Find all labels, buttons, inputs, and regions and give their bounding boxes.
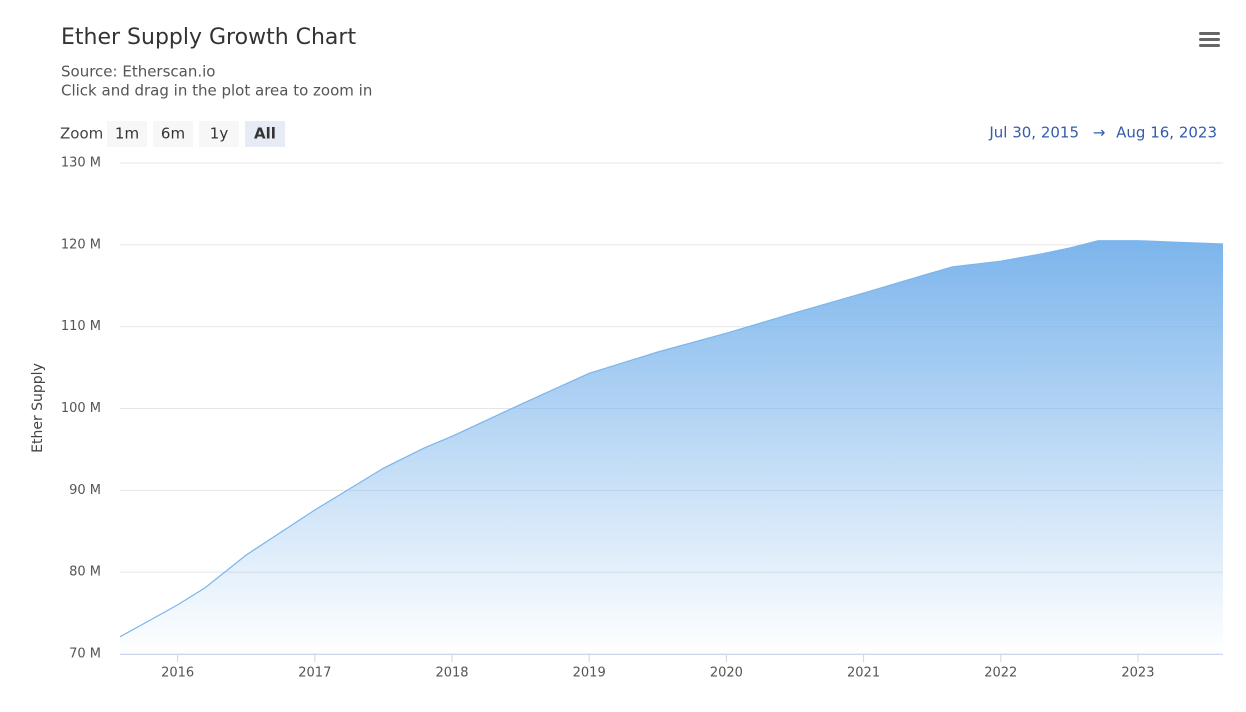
x-tick-label: 2023 — [1121, 666, 1154, 681]
zoom-button-bg — [199, 121, 239, 147]
zoom-button[interactable]: All — [245, 121, 285, 147]
menu-bar — [1199, 32, 1220, 35]
subtitle: Click and drag in the plot area to zoom … — [61, 82, 372, 100]
x-tick-label: 2016 — [161, 666, 194, 681]
x-tick-label: 2018 — [435, 666, 468, 681]
zoom-button-label: 1m — [115, 125, 139, 143]
chart-title: Ether Supply Growth Chart — [61, 25, 356, 50]
range-arrow: → — [1093, 124, 1106, 142]
y-tick-label: 100 M — [61, 401, 101, 416]
menu-bar — [1199, 38, 1220, 41]
zoom-button-bg — [245, 121, 285, 147]
x-tick-label: 2021 — [847, 666, 880, 681]
zoom-button[interactable]: 6m — [153, 121, 193, 147]
zoom-button-bg — [153, 121, 193, 147]
area-line — [119, 240, 1224, 638]
y-tick-label: 80 M — [69, 565, 101, 580]
y-tick-label: 70 M — [69, 647, 101, 662]
x-tick-label: 2017 — [298, 666, 331, 681]
range-from[interactable]: Jul 30, 2015 — [988, 124, 1079, 142]
menu-button[interactable] — [1199, 32, 1220, 47]
x-tick-label: 2019 — [573, 666, 606, 681]
range-to[interactable]: Aug 16, 2023 — [1116, 124, 1217, 142]
y-tick-label: 110 M — [61, 319, 101, 334]
y-axis-label: Ether Supply — [30, 363, 46, 453]
zoom-label: Zoom — [60, 125, 103, 143]
menu-bar — [1199, 44, 1220, 47]
y-tick-label: 90 M — [69, 483, 101, 498]
zoom-button-label: 6m — [161, 125, 185, 143]
zoom-button[interactable]: 1y — [199, 121, 239, 147]
zoom-button-label: All — [254, 125, 276, 143]
zoom-button[interactable]: 1m — [107, 121, 147, 147]
area-fill — [120, 240, 1223, 654]
x-tick-label: 2022 — [984, 666, 1017, 681]
y-tick-label: 120 M — [61, 237, 101, 252]
x-tick-label: 2020 — [710, 666, 743, 681]
subtitle: Source: Etherscan.io — [61, 63, 215, 81]
y-tick-label: 130 M — [61, 156, 101, 171]
zoom-button-bg — [107, 121, 147, 147]
zoom-button-label: 1y — [210, 125, 229, 143]
